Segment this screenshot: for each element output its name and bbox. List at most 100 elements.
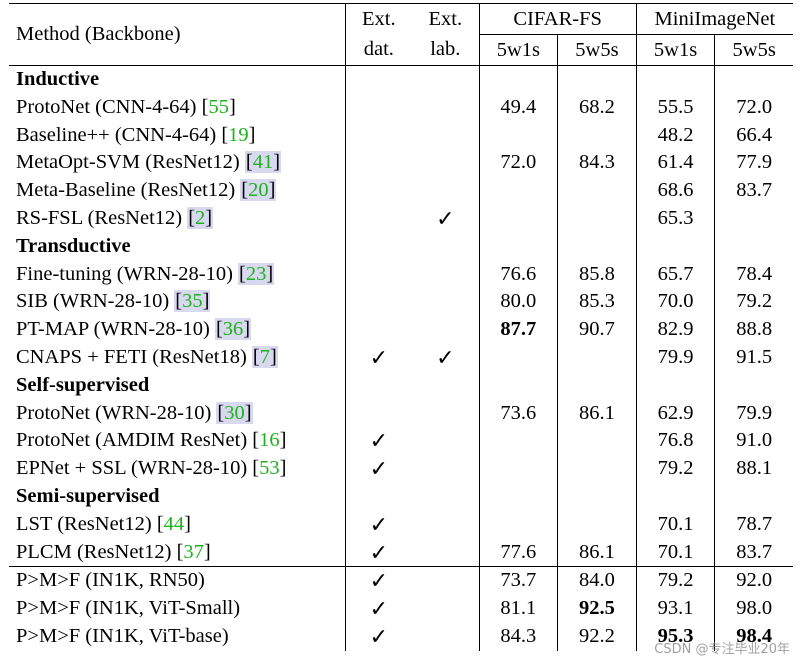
method-name: CNAPS + FETI (ResNet18) <box>16 345 247 368</box>
mini-5w5s-value: 88.1 <box>714 455 793 483</box>
citation[interactable]: [20] <box>240 179 277 202</box>
section-title: Inductive <box>16 68 100 90</box>
method-name: ProtoNet (WRN-28-10) <box>16 401 212 424</box>
citation[interactable]: [2] <box>187 206 214 229</box>
citation[interactable]: [30] <box>216 401 253 424</box>
empty-cell <box>635 232 715 261</box>
cifar-5w5s-value: 84.3 <box>557 149 637 178</box>
header-ext-lab-1: Ext. <box>428 7 463 30</box>
mini-5w5s-value: 98.0 <box>714 595 793 623</box>
ext-data-check <box>344 260 413 289</box>
ext-label-check <box>412 427 479 455</box>
cifar-5w5s-value <box>557 177 637 205</box>
mini-5w5s-value: 91.5 <box>714 343 793 372</box>
mini-5w5s-value: 79.9 <box>714 399 793 428</box>
watermark: CSDN @专注毕业20年 <box>654 642 790 657</box>
empty-cell <box>344 482 413 511</box>
citation-link[interactable]: 36 <box>222 318 244 341</box>
ext-label-check <box>412 122 479 150</box>
table-row: MetaOpt-SVM (ResNet12) [41] 72.0 84.3 61.4 7… <box>9 149 793 178</box>
section-header-row: Self-supervised <box>9 371 793 400</box>
citation[interactable]: [41] <box>244 151 282 174</box>
method-cell: P>M>F (IN1K, RN50) <box>9 567 345 595</box>
cifar-5w1s-value <box>478 121 558 150</box>
mini-5w1s-value: 79.2 <box>635 566 715 596</box>
cifar-5w5s-value <box>557 343 637 372</box>
mini-5w5s-value: 77.9 <box>714 149 793 178</box>
cifar-5w1s-value: 87.7 <box>478 316 558 344</box>
citation-link[interactable]: 35 <box>182 290 203 313</box>
citation[interactable]: [19] <box>221 123 256 146</box>
empty-cell <box>635 65 715 94</box>
ext-data-check: ✓ <box>344 455 413 483</box>
method-cell: SIB (WRN-28-10) [35] <box>9 288 345 316</box>
table-row: PT-MAP (WRN-28-10) [36] 87.7 90.7 82.9 88.8 <box>9 316 793 344</box>
citation[interactable]: [37] <box>176 540 211 563</box>
ext-data-check: ✓ <box>344 595 413 623</box>
method-name: Baseline++ (CNN-4-64) <box>16 123 217 146</box>
ext-label-check <box>412 511 479 539</box>
table-row: RS-FSL (ResNet12) [2] ✓ 65.3 <box>9 204 793 233</box>
method-name: ProtoNet (CNN-4-64) <box>16 95 197 118</box>
header-mini-5w5s: 5w5s <box>714 34 793 66</box>
cifar-5w5s-value: 85.8 <box>557 260 637 289</box>
citation-link[interactable]: 37 <box>183 540 204 563</box>
cifar-5w1s-value <box>478 455 558 483</box>
citation-link[interactable]: 19 <box>228 123 249 146</box>
ext-label-check <box>412 539 479 567</box>
method-cell: RS-FSL (ResNet12) [2] <box>9 205 345 233</box>
ext-label-check: ✓ <box>436 344 455 370</box>
citation[interactable]: [55] <box>201 95 236 118</box>
citation-link[interactable]: 55 <box>208 95 229 118</box>
cifar-5w5s-value <box>557 455 637 483</box>
citation[interactable]: [36] <box>214 318 252 341</box>
citation-link[interactable]: 44 <box>163 512 185 535</box>
citation[interactable]: [53] <box>252 457 287 480</box>
ext-data-check <box>344 93 413 122</box>
ext-label-check <box>412 149 479 177</box>
section-header-row: Semi-supervised <box>9 482 793 511</box>
cifar-5w1s-value: 76.6 <box>478 260 558 289</box>
ext-label-check <box>412 400 479 428</box>
cifar-5w1s-value: 73.7 <box>478 566 558 596</box>
cifar-5w5s-value: 68.2 <box>557 93 637 122</box>
ext-label-check <box>412 595 479 623</box>
citation-link[interactable]: 20 <box>248 179 269 202</box>
table-row: ProtoNet (AMDIM ResNet) [16] ✓ 76.8 91.0 <box>9 427 793 456</box>
empty-cell <box>557 232 637 261</box>
method-name: P>M>F (IN1K, ViT-base) <box>16 624 229 647</box>
method-cell: CNAPS + FETI (ResNet18) [7] <box>9 344 345 372</box>
cifar-5w5s-value: 90.7 <box>557 316 637 344</box>
citation-link[interactable]: 53 <box>259 457 280 480</box>
method-name: LST (ResNet12) <box>16 512 152 535</box>
citation[interactable]: [44] <box>156 512 191 535</box>
mini-5w1s-value: 62.9 <box>635 399 715 428</box>
method-name: PT-MAP (WRN-28-10) <box>16 318 210 341</box>
citation-link[interactable]: 23 <box>245 262 267 285</box>
ext-label-check <box>412 288 479 316</box>
citation-link[interactable]: 30 <box>224 401 245 424</box>
citation-link[interactable]: 7 <box>259 345 270 368</box>
ext-data-check: ✓ <box>344 566 413 596</box>
method-cell: Meta-Baseline (ResNet12) [20] <box>9 177 345 205</box>
citation[interactable]: [16] <box>252 429 287 452</box>
citation[interactable]: [35] <box>174 290 211 313</box>
mini-5w5s-value: 83.7 <box>714 177 793 205</box>
table-row: Meta-Baseline (ResNet12) [20] 68.6 83.7 <box>9 177 793 205</box>
method-cell: LST (ResNet12) [44] <box>9 511 345 539</box>
citation-link[interactable]: 41 <box>252 151 274 174</box>
citation[interactable]: [7] <box>251 345 278 368</box>
mini-5w1s-value: 93.1 <box>635 595 715 623</box>
ext-data-check <box>344 316 413 344</box>
citation[interactable]: [23] <box>238 262 275 285</box>
ext-data-check <box>344 399 413 428</box>
citation-link[interactable]: 2 <box>195 206 206 229</box>
citation-link[interactable]: 16 <box>259 429 280 452</box>
mini-5w1s-value: 48.2 <box>635 121 715 150</box>
ext-data-check <box>344 121 413 150</box>
table-row: P>M>F (IN1K, ViT-base) ✓ 84.3 92.2 95.3 98.4 <box>9 622 793 651</box>
cifar-5w1s-value: 81.1 <box>478 595 558 623</box>
cifar-5w1s-value: 77.6 <box>478 538 558 567</box>
header-cifar-5w1s: 5w1s <box>478 34 558 66</box>
mini-5w1s-value: 82.9 <box>635 316 715 344</box>
